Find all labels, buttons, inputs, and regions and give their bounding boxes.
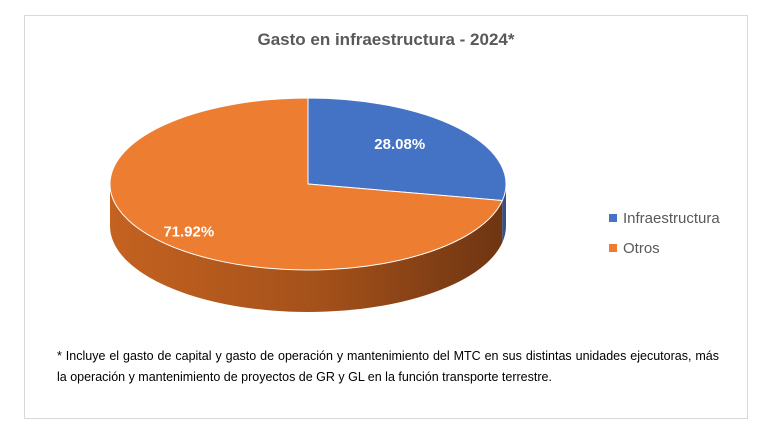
legend-swatch-infraestructura [609,214,617,222]
data-label-infraestructura: 28.08% [374,136,425,153]
data-label-otros: 71.92% [163,224,214,241]
pie-slice-otros [109,97,504,271]
chart-frame: Gasto en infraestructura - 2024* 28.08% 7… [24,15,748,419]
pie-slice-infraestructura [307,97,507,202]
legend-item-infraestructura: Infraestructura [609,209,720,227]
legend-label-otros: Otros [623,239,660,257]
legend-item-otros: Otros [609,239,720,257]
pie-chart: 28.08% 71.92% [109,97,507,313]
legend: Infraestructura Otros [609,209,720,269]
pie-side-otros [110,184,503,313]
footnote: * Incluye el gasto de capital y gasto de… [57,349,719,384]
legend-swatch-otros [609,244,617,252]
chart-title: Gasto en infraestructura - 2024* [257,30,515,49]
legend-label-infraestructura: Infraestructura [623,209,720,227]
